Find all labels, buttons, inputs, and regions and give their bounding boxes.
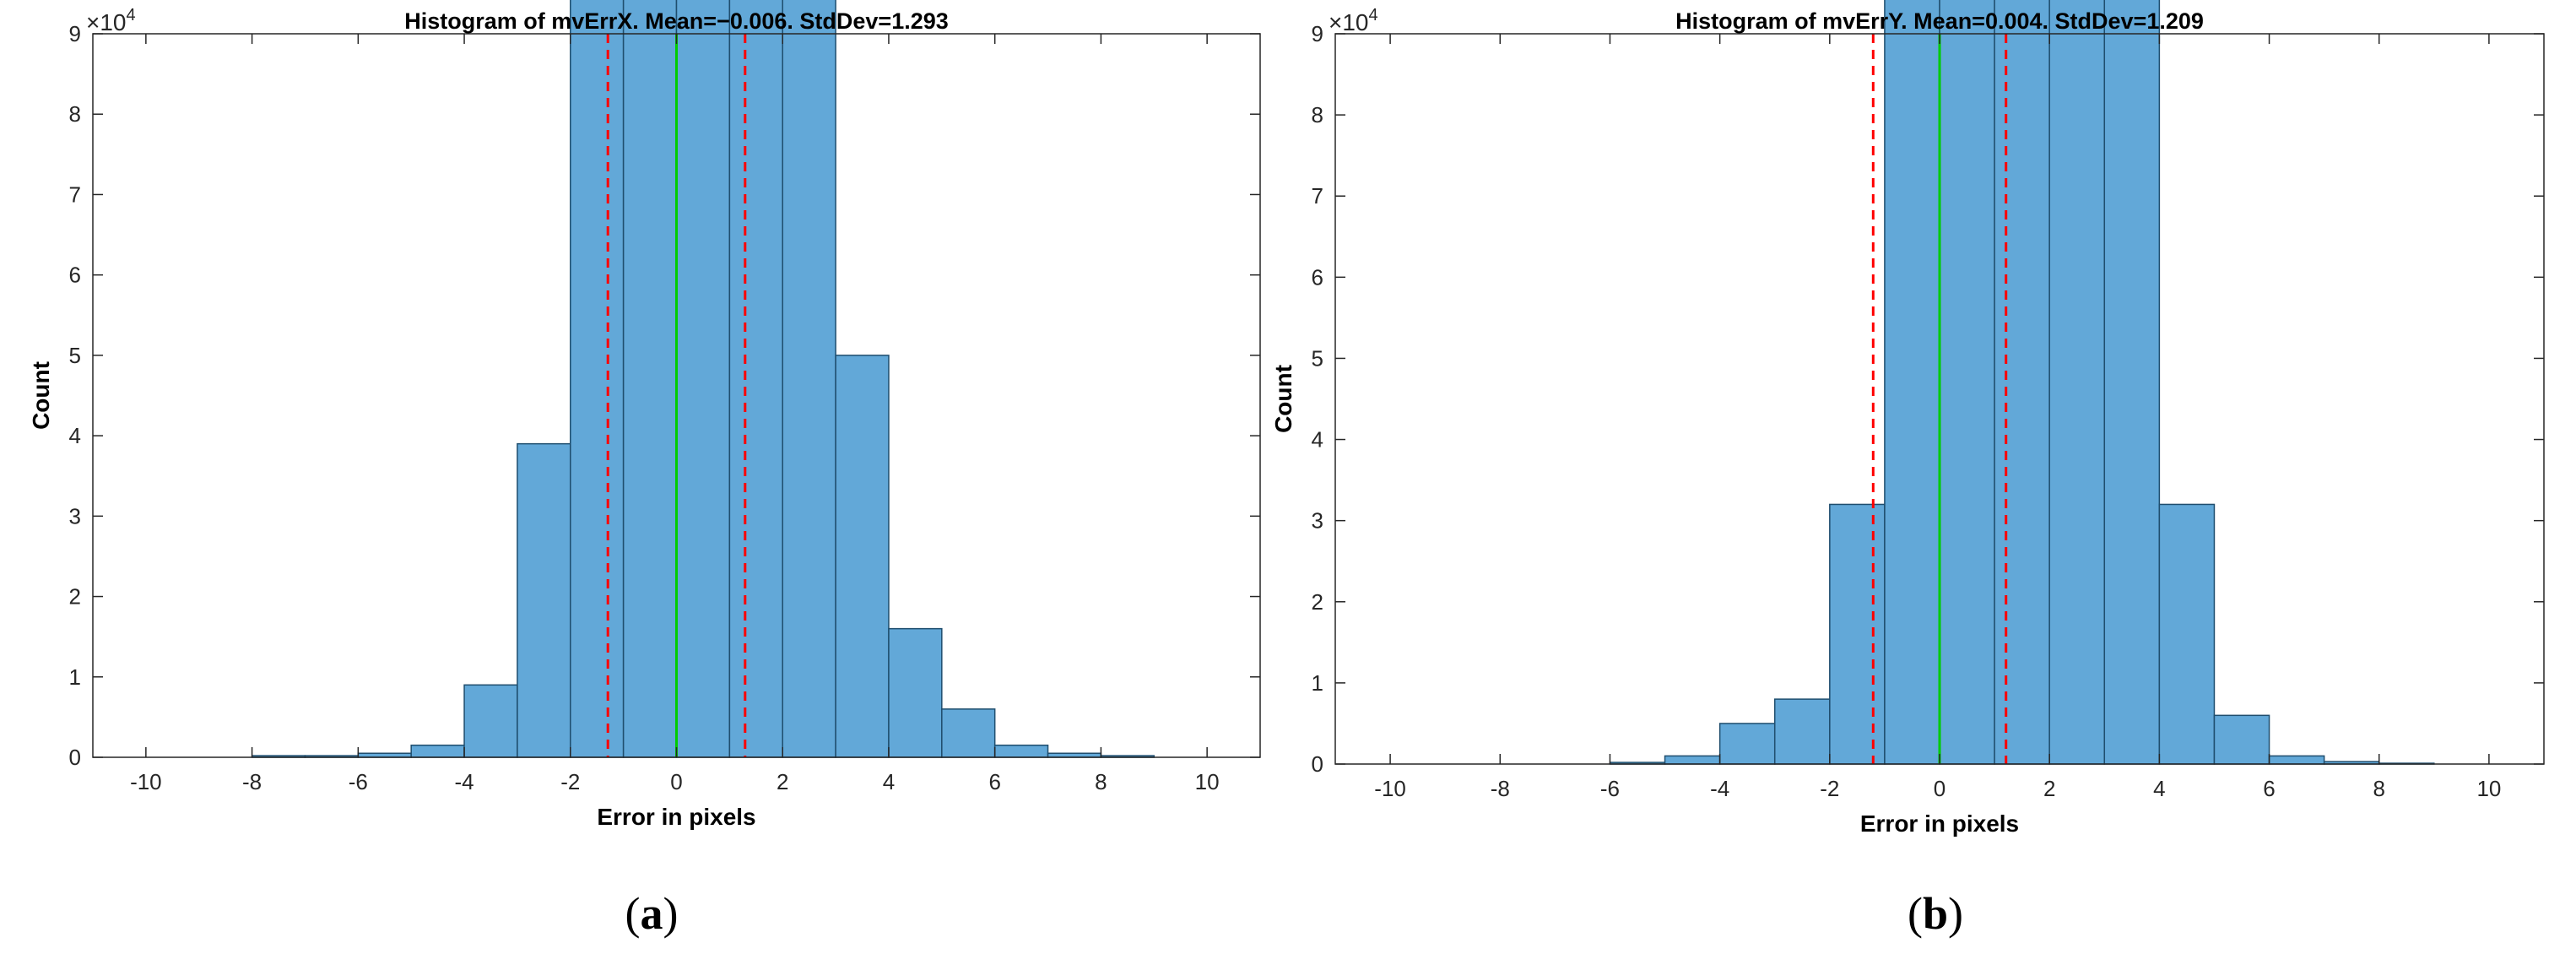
y-tick-label: 9 — [1312, 21, 1323, 46]
x-tick-label: -2 — [560, 769, 580, 794]
y-exponent-base: ×10 — [86, 9, 127, 35]
x-tick-label: 2 — [777, 769, 788, 794]
caption-close: ) — [663, 888, 679, 939]
y-exponent-label: ×104 — [86, 6, 136, 35]
y-tick-label: 2 — [1312, 589, 1323, 615]
caption-open: ( — [625, 888, 641, 939]
x-tick-label: -4 — [1710, 776, 1729, 801]
x-axis-label: Error in pixels — [1860, 810, 2019, 837]
caption-letter: a — [641, 888, 663, 939]
panel-caption: (b) — [1908, 888, 1963, 939]
x-tick-label: -8 — [242, 769, 262, 794]
histogram-bar — [1718, 723, 1776, 765]
histogram-bar — [1773, 698, 1831, 765]
histogram-bar — [782, 0, 836, 758]
x-tick-label: -2 — [1820, 776, 1839, 801]
y-tick-label: 5 — [69, 343, 81, 368]
x-axis-label: Error in pixels — [597, 804, 755, 830]
caption-close: ) — [1948, 888, 1963, 939]
y-tick-label: 9 — [69, 21, 81, 46]
histogram-bar — [941, 708, 996, 758]
y-tick-label: 1 — [1312, 670, 1323, 696]
histogram-bar — [1829, 503, 1886, 765]
histogram-bar — [622, 0, 678, 758]
x-tick-label: 2 — [2043, 776, 2055, 801]
x-tick-label: -10 — [1374, 776, 1406, 801]
y-tick-label: 2 — [69, 584, 81, 610]
y-exponent-base: ×10 — [1329, 9, 1369, 35]
caption-letter: b — [1923, 888, 1948, 939]
y-axis-label: Count — [28, 361, 54, 430]
y-tick-label: 3 — [69, 503, 81, 528]
histogram-bar — [463, 684, 518, 758]
y-exponent-label: ×104 — [1329, 6, 1378, 35]
x-tick-label: 0 — [670, 769, 682, 794]
x-tick-label: -4 — [454, 769, 474, 794]
x-tick-label: -10 — [130, 769, 162, 794]
panel-caption: (a) — [625, 888, 679, 939]
histogram-bar — [888, 627, 943, 758]
x-tick-label: 6 — [2263, 776, 2275, 801]
histogram-bar — [517, 442, 571, 758]
y-tick-label: 0 — [1312, 751, 1323, 777]
y-tick-label: 4 — [1312, 427, 1323, 453]
y-tick-label: 4 — [69, 423, 81, 448]
histogram-bar — [728, 0, 783, 758]
x-tick-label: -8 — [1491, 776, 1510, 801]
x-tick-label: 8 — [1095, 769, 1107, 794]
x-axis-ticks: -10 -8 -6 -4 -2 0 2 4 6 8 10 — [130, 34, 1220, 794]
x-tick-label: 10 — [2476, 776, 2501, 801]
histogram-bar — [993, 744, 1049, 758]
y-tick-label: 6 — [69, 263, 81, 288]
y-tick-label: 7 — [69, 182, 81, 207]
histogram-bar — [1664, 755, 1721, 765]
x-tick-label: 10 — [1195, 769, 1220, 794]
chart-title: Histogram of mvErrX. Mean=−0.006. StdDev… — [404, 8, 949, 34]
y-axis-label: Count — [1270, 365, 1296, 433]
histogram-bar — [2048, 0, 2106, 765]
y-tick-label: 8 — [69, 101, 81, 127]
x-tick-label: -6 — [1600, 776, 1620, 801]
histogram-bar — [2103, 0, 2161, 765]
x-tick-label: 4 — [883, 769, 895, 794]
histogram-bars — [1609, 0, 2435, 765]
x-tick-label: 8 — [2373, 776, 2384, 801]
histogram-bar — [1884, 0, 1940, 765]
x-axis-ticks: -10 -8 -6 -4 -2 0 2 4 6 8 10 — [1374, 34, 2501, 801]
histogram-bar — [1939, 0, 1995, 765]
x-tick-label: 0 — [1934, 776, 1946, 801]
histogram-bar — [835, 355, 890, 758]
histogram-bar — [2158, 503, 2216, 765]
y-tick-label: 0 — [69, 745, 81, 770]
y-tick-label: 5 — [1312, 345, 1323, 371]
histogram-bar — [570, 0, 625, 758]
histogram-bar — [2213, 714, 2270, 765]
histogram-bar — [410, 744, 465, 758]
y-tick-label: 3 — [1312, 508, 1323, 534]
y-axis-ticks: 0 1 2 3 4 5 6 7 8 9 — [1312, 21, 2544, 777]
x-tick-label: 4 — [2153, 776, 2165, 801]
y-tick-label: 1 — [69, 664, 81, 690]
caption-open: ( — [1908, 888, 1923, 939]
histogram-bar — [675, 0, 731, 758]
y-axis-ticks: 0 1 2 3 4 5 6 7 8 9 — [69, 21, 1260, 770]
y-tick-label: 7 — [1312, 183, 1323, 209]
y-exponent-power: 4 — [127, 6, 136, 24]
histogram-bar — [1994, 0, 2050, 765]
y-tick-label: 8 — [1312, 102, 1323, 127]
x-tick-label: -6 — [349, 769, 368, 794]
chart-title: Histogram of mvErrY. Mean=0.004. StdDev=… — [1675, 8, 2204, 34]
x-tick-label: 6 — [988, 769, 1000, 794]
y-tick-label: 6 — [1312, 264, 1323, 290]
histogram-bar — [2268, 755, 2325, 765]
y-exponent-power: 4 — [1369, 6, 1378, 24]
